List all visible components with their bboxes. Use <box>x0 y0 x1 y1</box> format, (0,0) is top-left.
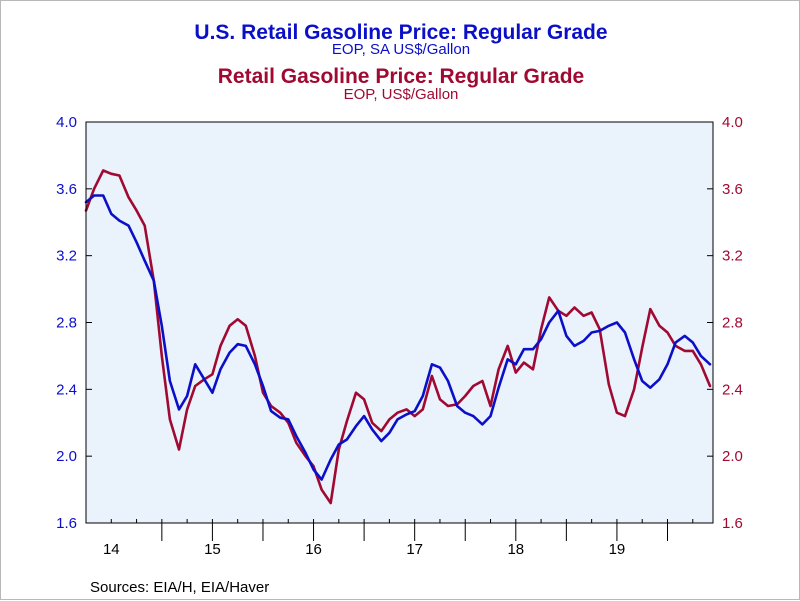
y-tick-label-right: 2.0 <box>722 448 743 465</box>
series-line-us-sa <box>84 194 712 481</box>
y-tick-label-right: 3.2 <box>722 248 743 265</box>
y-tick-label-left: 1.6 <box>56 515 77 532</box>
x-tick-label: 18 <box>507 541 524 558</box>
y-tick-label-right: 2.8 <box>722 315 743 332</box>
y-tick-label-right: 2.4 <box>722 381 743 398</box>
chart-title-retail: Retail Gasoline Price: Regular Grade <box>217 65 585 88</box>
x-tick-label: 17 <box>406 541 423 558</box>
y-tick-label-left: 3.6 <box>56 181 77 198</box>
y-tick-label-left: 3.2 <box>56 248 77 265</box>
y-tick-label-left: 2.8 <box>56 315 77 332</box>
y-tick-label-left: 2.4 <box>56 381 77 398</box>
series-line-retail <box>84 169 712 505</box>
plot-area <box>85 121 714 524</box>
y-tick-label-right: 3.6 <box>722 181 743 198</box>
sources-note: Sources: EIA/H, EIA/Haver <box>90 579 270 596</box>
y-tick-label-left: 2.0 <box>56 448 77 465</box>
y-tick-label-right: 1.6 <box>722 515 743 532</box>
chart-subtitle-retail: EOP, US$/Gallon <box>343 86 459 103</box>
plot-frame <box>85 121 714 524</box>
chart-subtitle-us: EOP, SA US$/Gallon <box>331 41 471 58</box>
x-tick-label: 16 <box>305 541 322 558</box>
y-tick-label-right: 4.0 <box>722 114 743 131</box>
x-tick-label: 19 <box>609 541 626 558</box>
y-tick-label-left: 4.0 <box>56 114 77 131</box>
chart-title-us: U.S. Retail Gasoline Price: Regular Grad… <box>194 21 608 44</box>
x-tick-label: 14 <box>103 541 120 558</box>
x-tick-label: 15 <box>204 541 221 558</box>
